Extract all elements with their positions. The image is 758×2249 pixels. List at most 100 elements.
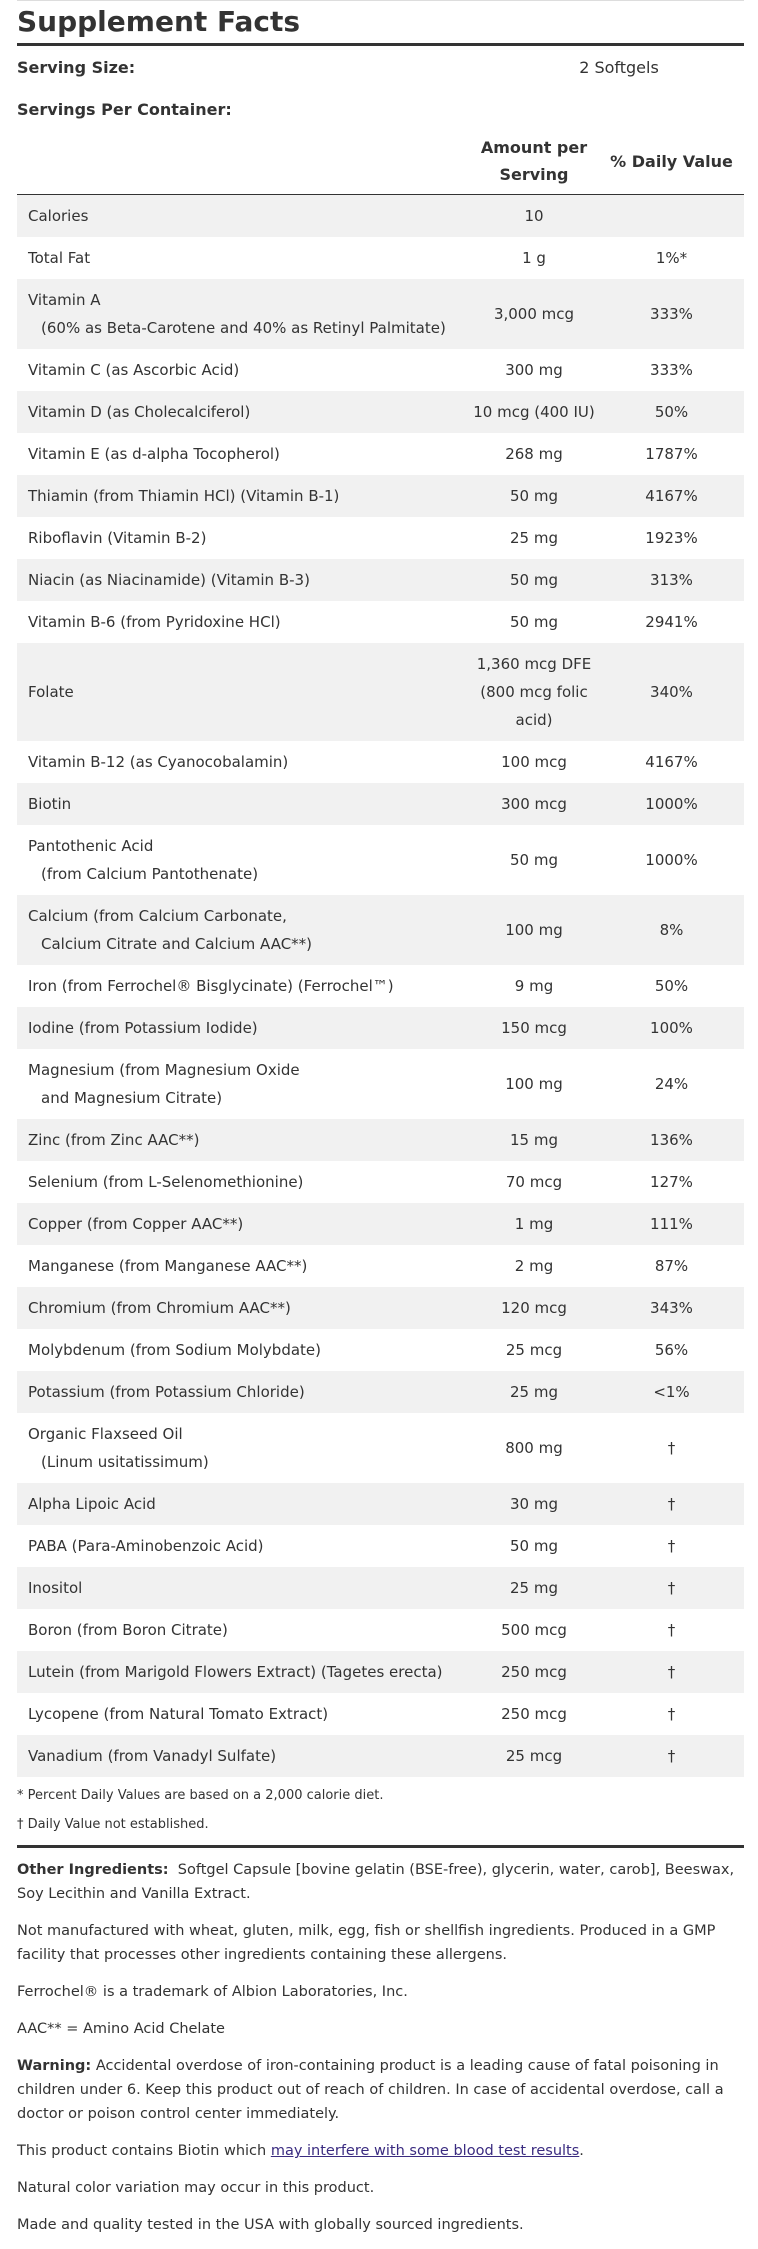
nutrient-cell: Niacin (as Niacinamide) (Vitamin B-3) [17,559,469,601]
row: Vitamin E (as d-alpha Tocopherol) 268 mg 1… [17,433,744,475]
nutrient-name: Pantothenic Acid [28,837,154,855]
nutrient-cell: Chromium (from Chromium AAC**) [17,1287,469,1329]
nutrient-name: Vitamin C (as Ascorbic Acid) [28,361,240,379]
row: Vitamin A (60% as Beta-Carotene and 40% a… [17,279,744,349]
amount: 25 mg [469,1567,599,1609]
row: Iron (from Ferrochel® Bisglycinate) (Fer… [17,965,744,1007]
nutrient-name: Vitamin B-12 (as Cyanocobalamin) [28,753,289,771]
nutrient-cell: Selenium (from L-Selenomethionine) [17,1161,469,1203]
nutrient-cell: Copper (from Copper AAC**) [17,1203,469,1245]
daily-value: 50% [599,391,744,433]
daily-value: 8% [599,895,744,965]
amount: 120 mcg [469,1287,599,1329]
text: Accidental overdose of iron-containing p… [17,2058,724,2122]
nutrient-name: Niacin (as Niacinamide) (Vitamin B-3) [28,571,310,589]
made-note: Made and quality tested in the USA with … [17,2217,524,2233]
row: Calories 10 [17,194,744,237]
daily-value: 50% [654,977,689,995]
daily-value: † [667,1621,676,1639]
value: 2 Softgels [579,57,659,77]
nutrient-name: PABA (Para-Aminobenzoic Acid) [28,1537,264,1555]
nutrient-name: Vitamin E (as d-alpha Tocopherol) [28,445,280,463]
nutrient-name: Total Fat [28,249,91,267]
col-name [17,130,469,195]
divider [17,1845,744,1848]
nutrient-name: Biotin [28,795,72,813]
nutrient-name: Magnesium (from Magnesium Oxide [28,1061,300,1079]
nutrient-cell: Zinc (from Zinc AAC**) [17,1119,469,1161]
daily-value: † [667,1439,676,1457]
nutrient-source: Calcium Citrate and Calcium AAC**) [41,935,313,953]
daily-value: 340% [599,643,744,741]
nutrient-cell: Iodine (from Potassium Iodide) [17,1007,469,1049]
link[interactable]: may interfere with some blood test resul… [270,2143,580,2159]
row: Total Fat 1 g 1%* [17,237,744,279]
row: Selenium (from L-Selenomethionine) 70 mcg… [17,1161,744,1203]
daily-value: <1% [599,1371,744,1413]
row: Folate 1,360 mcg DFE (800 mcg folic acid)… [17,643,744,741]
nutrient-cell: Vitamin A (60% as Beta-Carotene and 40% a… [17,279,469,349]
row: Vitamin B-6 (from Pyridoxine HCl) 50 mg 29… [17,601,744,643]
row: Vitamin B-12 (as Cyanocobalamin) 100 mcg 4… [17,741,744,783]
daily-value: 136% [599,1119,744,1161]
nutrient-cell: Folate [17,643,469,741]
nutrient-name: Riboflavin (Vitamin B-2) [28,529,207,547]
nutrient-cell: Vitamin B-12 (as Cyanocobalamin) [17,741,469,783]
row: Pantothenic Acid (from Calcium Pantothena… [17,825,744,895]
nutrient-cell: Calcium (from Calcium Carbonate, Calcium … [17,895,469,965]
row: Vitamin D (as Cholecalciferol) 10 mcg (40… [17,391,744,433]
daily-value: 87% [654,1257,689,1275]
amount: 250 mcg [501,1705,567,1723]
daily-value: 343% [599,1287,744,1329]
nutrient-source: (Linum usitatissimum) [41,1453,209,1471]
label: Serving Size: [17,57,136,77]
row: Vanadium (from Vanadyl Sulfate) 25 mcg † [17,1735,744,1777]
daily-value: 1923% [645,529,698,547]
daily-value: 4167% [599,475,744,517]
amount: 1 mg [469,1203,599,1245]
nutrient-name: Inositol [28,1579,83,1597]
daily-value: 313% [599,559,744,601]
nutrient-name: Selenium (from L-Selenomethionine) [28,1173,304,1191]
nutrient-cell: Pantothenic Acid (from Calcium Pantothena… [17,825,469,895]
daily-value: 1000% [599,783,744,825]
trademark: Ferrochel® is a trademark of Albion Labo… [17,1984,408,2000]
info: Other Ingredients: Softgel Capsule [bovi… [17,1858,744,2237]
nutrient-cell: PABA (Para-Aminobenzoic Acid) [17,1525,469,1567]
text: . [579,2143,584,2159]
col-dv: % Daily Value [599,130,744,195]
row: Copper (from Copper AAC**) 1 mg 111% [17,1203,744,1245]
nutrient-name: Molybdenum (from Sodium Molybdate) [28,1341,321,1359]
nutrient-name: Zinc (from Zinc AAC**) [28,1131,200,1149]
footnotes: * Percent Daily Values are based on a 2,… [17,1787,744,1834]
col-amount: Amount per Serving [469,130,599,195]
daily-value: † [599,1735,744,1777]
text: Softgel Capsule [bovine gelatin (BSE-fre… [17,1862,735,1902]
daily-value: 333% [650,361,693,379]
amount: 2 mg [514,1257,554,1275]
nutrient-name: Lycopene (from Natural Tomato Extract) [28,1705,329,1723]
row: Zinc (from Zinc AAC**) 15 mg 136% [17,1119,744,1161]
daily-value: 100% [599,1007,744,1049]
row: Manganese (from Manganese AAC**) 2 mg 87% [17,1245,744,1287]
daily-value: 4167% [645,753,698,771]
row: Riboflavin (Vitamin B-2) 25 mg 1923% [17,517,744,559]
daily-value: 24% [654,1075,689,1093]
daily-value [599,194,744,237]
nutrient-name: Vitamin D (as Cholecalciferol) [28,403,251,421]
nutrient-name: Iodine (from Potassium Iodide) [28,1019,258,1037]
biotin: This product contains Biotin which may i… [17,2139,744,2163]
title: Supplement Facts [17,1,744,46]
nutrient-name: Iron (from Ferrochel® Bisglycinate) (Fer… [28,977,394,995]
daily-value: 56% [654,1341,689,1359]
row: Boron (from Boron Citrate) 500 mcg † [17,1609,744,1651]
row: Lycopene (from Natural Tomato Extract) 25… [17,1693,744,1735]
nutrient-cell: Vitamin D (as Cholecalciferol) [17,391,469,433]
amount: 250 mcg [469,1651,599,1693]
row: Calcium (from Calcium Carbonate, Calcium … [17,895,744,965]
amount: 50 mg [510,1537,558,1555]
footnote: † Daily Value not established. [17,1817,209,1832]
amount: 3,000 mcg [469,279,599,349]
color-note: Natural color variation may occur in thi… [17,2180,375,2196]
